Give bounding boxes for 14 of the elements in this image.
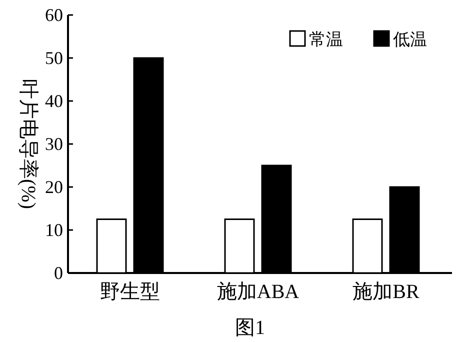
y-tick-label: 60 [45,5,63,25]
y-tick-label: 10 [45,220,63,240]
y-axis-title: 叶片电导率(%) [17,79,39,209]
legend-label: 低温 [393,30,427,49]
x-tick-label: 施加BR [352,281,420,303]
y-tick-label: 0 [54,263,63,283]
x-tick-label: 野生型 [100,281,160,303]
legend-label: 常温 [309,30,343,49]
text: 图1 [235,317,265,339]
y-tick-label: 40 [45,91,63,111]
y-tick-label: 20 [45,177,63,197]
y-tick-label: 30 [45,134,63,154]
x-tick-label: 施加ABA [216,281,300,303]
y-tick-label: 50 [45,48,63,68]
